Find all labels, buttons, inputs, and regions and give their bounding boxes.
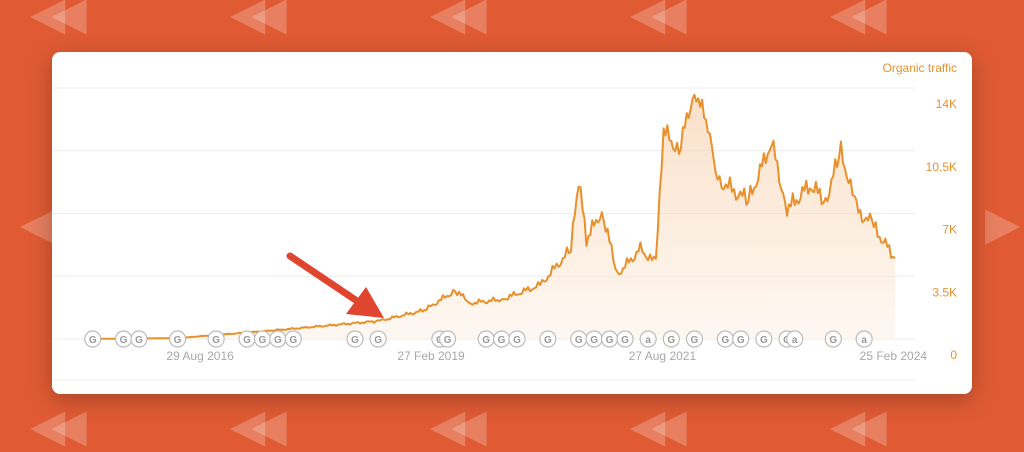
marker-circle xyxy=(369,330,387,348)
marker-circle xyxy=(662,330,680,348)
marker-circle xyxy=(732,330,750,348)
marker-label: G xyxy=(513,335,521,346)
marker-label: G xyxy=(482,335,490,346)
y-tick-label: 14K xyxy=(936,97,957,111)
marker-label: G xyxy=(737,335,745,346)
marker-circle xyxy=(438,330,457,348)
marker-label: G xyxy=(667,335,675,346)
marker-label: G xyxy=(621,335,629,346)
marker-circle xyxy=(284,330,302,348)
update-marker: G xyxy=(616,330,634,348)
marker-label: G xyxy=(444,335,452,346)
marker-circle xyxy=(508,330,526,348)
update-marker: G xyxy=(585,330,603,348)
marker-label: G xyxy=(606,335,614,346)
marker-circle xyxy=(346,330,364,348)
marker-label: G xyxy=(120,335,128,346)
marker-label: G xyxy=(289,335,297,346)
chart-card: Organic traffic 14K 10.5K 7K 3.5K 0 29 Aug 20… xyxy=(52,52,972,394)
marker-label: G xyxy=(498,335,506,346)
organic-traffic-chart: 14K 10.5K 7K 3.5K 0 29 Aug 2016 27 Feb 2019 27 … xyxy=(52,87,957,381)
update-marker: G xyxy=(685,330,704,348)
marker-label: G xyxy=(721,335,729,346)
marker-circle xyxy=(207,330,225,348)
chart-title: Organic traffic xyxy=(882,61,957,75)
marker-label: G xyxy=(212,335,220,346)
update-marker: a xyxy=(786,330,804,348)
update-marker: G xyxy=(492,330,511,348)
area-fill xyxy=(85,94,895,339)
marker-label: G xyxy=(374,335,382,346)
marker-label: G xyxy=(829,335,837,346)
update-marker: G xyxy=(600,330,619,348)
y-tick-label: 0 xyxy=(950,348,957,362)
marker-circle xyxy=(84,330,102,348)
marker-circle xyxy=(539,330,557,348)
marker-circle xyxy=(616,330,634,348)
update-marker: G xyxy=(755,330,773,348)
update-marker: G xyxy=(477,330,495,348)
marker-label: G xyxy=(760,335,768,346)
y-tick-label: 3.5K xyxy=(932,285,957,299)
update-marker: G xyxy=(168,330,187,348)
marker-label: G xyxy=(691,335,699,346)
marker-label: G xyxy=(174,335,182,346)
update-marker: G xyxy=(84,330,102,348)
update-marker: G xyxy=(269,330,287,348)
update-marker: G xyxy=(114,330,133,348)
update-marker: G xyxy=(130,330,148,348)
update-marker: G xyxy=(716,330,734,348)
x-tick-label: 29 Aug 2016 xyxy=(166,349,234,363)
update-marker: G xyxy=(253,330,272,348)
marker-label: G xyxy=(351,335,359,346)
update-marker: G xyxy=(570,330,588,348)
update-marker: G xyxy=(207,330,225,348)
update-marker: G xyxy=(238,330,256,348)
update-marker: a xyxy=(855,330,873,348)
marker-label: G xyxy=(544,335,552,346)
marker-circle xyxy=(755,330,773,348)
marker-label: G xyxy=(89,335,97,346)
marker-label: a xyxy=(861,335,867,346)
marker-circle xyxy=(130,330,148,348)
marker-circle xyxy=(824,330,842,348)
update-marker: G xyxy=(284,330,302,348)
marker-circle xyxy=(786,330,804,348)
x-tick-label: 25 Feb 2024 xyxy=(860,349,928,363)
marker-circle xyxy=(168,330,187,348)
marker-label: G xyxy=(243,335,251,346)
y-tick-label: 10.5K xyxy=(926,160,957,174)
update-marker: G xyxy=(346,330,364,348)
marker-circle xyxy=(639,330,657,348)
update-marker: G xyxy=(539,330,557,348)
update-marker: G xyxy=(369,330,387,348)
marker-label: G xyxy=(259,335,267,346)
marker-label: a xyxy=(645,335,651,346)
marker-label: G xyxy=(575,335,583,346)
x-tick-label: 27 Aug 2021 xyxy=(629,349,697,363)
marker-label: G xyxy=(590,335,598,346)
x-tick-label: 27 Feb 2019 xyxy=(397,349,465,363)
y-tick-label: 7K xyxy=(942,223,957,237)
update-marker: G xyxy=(662,330,680,348)
update-marker: G xyxy=(732,330,750,348)
marker-circle xyxy=(685,330,704,348)
update-marker: G xyxy=(438,330,457,348)
update-marker: G xyxy=(508,330,526,348)
update-marker: a xyxy=(639,330,657,348)
marker-circle xyxy=(855,330,873,348)
marker-label: G xyxy=(135,335,143,346)
marker-label: a xyxy=(792,335,798,346)
update-marker: G xyxy=(824,330,842,348)
marker-label: G xyxy=(274,335,282,346)
